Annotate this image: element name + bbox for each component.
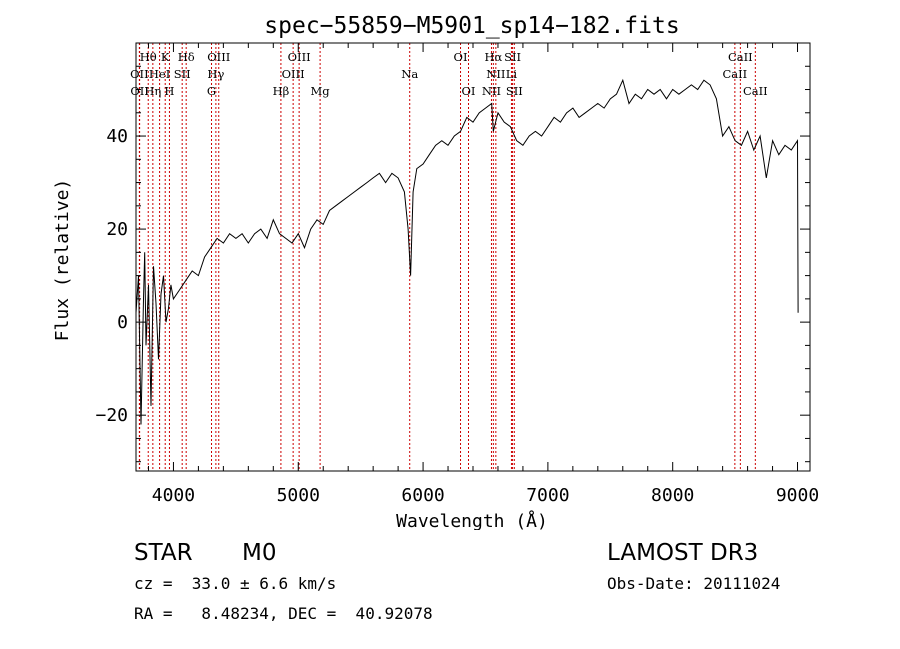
line-marker-label: NII (486, 67, 505, 81)
y-tick-label: 0 (117, 312, 128, 333)
object-type: STAR (134, 540, 193, 566)
line-marker-label: Hγ (207, 67, 224, 81)
redshift-readout: cz = 33.0 ± 6.6 km/s (134, 574, 337, 593)
spectrum-line (135, 78, 799, 425)
spectral-subclass: M0 (242, 540, 277, 566)
y-axis-label: Flux (relative) (52, 179, 73, 342)
line-marker-label: OII (130, 67, 149, 81)
x-axis-label: Wavelength (Å) (396, 510, 548, 530)
line-marker-label: CaII (728, 50, 753, 64)
line-marker-label: Mg (311, 84, 331, 98)
x-tick-label: 9000 (776, 485, 819, 506)
line-marker-label: G (207, 84, 216, 98)
line-marker-label: OIII (288, 50, 311, 64)
y-tick-label: −20 (95, 405, 128, 426)
line-marker-label: OI (454, 50, 468, 64)
axis-ticks (136, 43, 810, 471)
y-tick-label: 40 (106, 126, 128, 147)
survey-name: LAMOST DR3 (607, 540, 759, 566)
line-marker-label: SII (504, 50, 521, 64)
line-marker-label: NII (482, 84, 501, 98)
chart-title: spec−55859−M5901_sp14−182.fits (264, 13, 679, 39)
line-marker-label: SII (506, 84, 523, 98)
line-marker-label: SII (174, 67, 191, 81)
line-marker-label: CaII (722, 67, 747, 81)
x-tick-label: 8000 (651, 485, 694, 506)
x-tick-label: 6000 (401, 485, 444, 506)
observation-date: Obs-Date: 20111024 (607, 574, 781, 593)
line-marker-label: CaII (743, 84, 768, 98)
line-marker-label: HeI (149, 67, 170, 81)
line-marker-label: Hθ (140, 50, 157, 64)
x-tick-label: 5000 (277, 485, 320, 506)
line-marker-label: Hδ (178, 50, 195, 64)
plot-frame (135, 42, 811, 472)
coordinates-readout: RA = 8.48234, DEC = 40.92078 (134, 604, 433, 623)
line-marker-label: OIII (207, 50, 230, 64)
line-marker-label: Hα (484, 50, 502, 64)
line-marker-label: Li (506, 67, 518, 81)
x-tick-label: 4000 (152, 485, 195, 506)
line-marker-label: OIII (282, 67, 305, 81)
line-marker-label: H (164, 84, 174, 98)
y-tick-label: 20 (106, 219, 128, 240)
line-marker-label: K (161, 50, 170, 64)
line-marker-label: Hβ (273, 84, 290, 98)
line-marker-label: OII (130, 84, 149, 98)
line-marker-label: OI (462, 84, 476, 98)
line-marker-label: Hη (144, 84, 161, 98)
emission-line-markers (138, 43, 756, 471)
x-tick-label: 7000 (526, 485, 569, 506)
line-marker-label: Na (401, 67, 418, 81)
